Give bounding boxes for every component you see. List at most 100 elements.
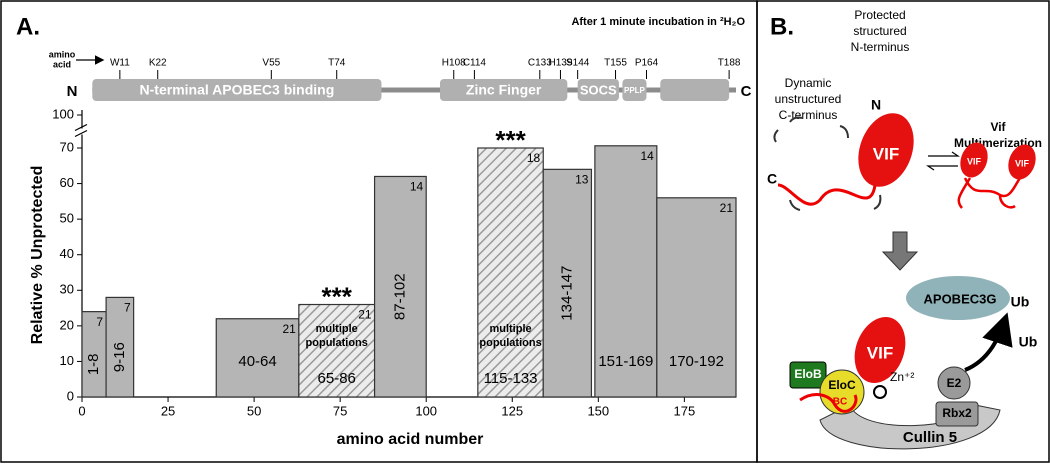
down-arrow	[881, 231, 919, 271]
residue-label: H108	[442, 58, 466, 69]
residue-label: W11	[110, 58, 130, 69]
bar-range: 151-169	[598, 353, 653, 370]
domain-label: SOCS	[580, 82, 617, 97]
chart-title: After 1 minute incubation in ²H₂O	[571, 16, 745, 28]
bar	[105, 296, 135, 398]
bar-note: populations	[306, 337, 368, 349]
eloc-label: EloC	[828, 378, 856, 392]
domain	[439, 79, 568, 101]
x-tick-label: 150	[587, 403, 609, 418]
y-tick-label: 70	[60, 139, 74, 154]
n-terminus: N	[67, 83, 78, 100]
bar-range: 87-102	[391, 273, 408, 320]
caption: N-terminus	[851, 40, 910, 54]
caption: structured	[853, 24, 906, 38]
cullin	[819, 404, 1001, 450]
caption: Dynamic	[785, 76, 832, 90]
vif-label: VIF	[867, 343, 893, 362]
bar-range: 115-133	[484, 370, 538, 387]
y-tick-label: 50	[60, 211, 74, 226]
residue-label: S144	[566, 58, 590, 69]
caption: Vif	[990, 120, 1006, 134]
bar-note: multiple	[316, 323, 358, 335]
x-tick-label: 125	[501, 403, 523, 418]
panel-label: A.	[16, 13, 40, 40]
residue-label: K22	[149, 58, 167, 69]
x-tick-label: 175	[674, 403, 696, 418]
bar-count: 13	[575, 173, 589, 187]
bar-count: 18	[527, 151, 541, 165]
bar	[215, 318, 300, 398]
axis-break-gap	[75, 128, 89, 135]
c-label: C	[767, 171, 777, 187]
eloc	[819, 369, 865, 415]
x-tick-label: 75	[333, 403, 347, 418]
domain-label: Zinc Finger	[466, 82, 542, 98]
equilibrium-arrows	[926, 151, 960, 171]
bar	[656, 197, 737, 398]
n-label: N	[871, 97, 881, 113]
bar-count: 7	[96, 315, 103, 329]
bar-count: 7	[124, 301, 131, 315]
bar-range: 9-16	[111, 342, 128, 372]
motion-marks	[773, 116, 882, 211]
bar-range: 1-8	[85, 353, 102, 375]
c-terminus	[777, 183, 877, 206]
x-tick-label: 25	[161, 403, 175, 418]
elob-label: EloB	[794, 367, 822, 381]
ub-label: Ub	[1019, 334, 1038, 350]
axis-break	[74, 129, 88, 138]
y-tick-label: 100	[52, 106, 74, 121]
ub-label: Ub	[1011, 294, 1030, 310]
y-tick-label: 10	[60, 353, 74, 368]
vif-protein	[858, 113, 914, 187]
residue-label: T155	[604, 58, 627, 69]
zn-label: Zn⁺²	[890, 370, 914, 384]
vif-label: VIF	[873, 144, 899, 163]
zinc	[873, 385, 887, 399]
ub-arrow	[964, 312, 1013, 372]
y-tick-label: 30	[60, 282, 74, 297]
x-tick-label: 100	[415, 403, 437, 418]
bar-range: 170-192	[669, 353, 724, 370]
bc-box	[799, 393, 858, 413]
bar	[373, 175, 427, 398]
caption: C-terminus	[779, 108, 838, 122]
caption: unstructured	[775, 92, 842, 106]
apobec3g	[906, 276, 1010, 320]
residue-label: H139	[548, 58, 572, 69]
multimer-tails	[957, 177, 1022, 209]
vif-protein	[854, 317, 906, 383]
x-axis-label: amino acid number	[337, 431, 484, 448]
domain-label: N-terminal APOBEC3 binding	[140, 82, 335, 98]
caption: Protected	[854, 8, 905, 22]
domain	[622, 79, 647, 101]
domain	[92, 79, 382, 101]
bar-range: 65-86	[318, 370, 356, 387]
bar-note: populations	[479, 337, 541, 349]
axis-note: amino	[49, 49, 76, 59]
bar-count: 21	[358, 308, 372, 322]
y-axis-label: Relative % Unprotected	[29, 166, 46, 345]
apobec-label: APOBEC3G	[924, 291, 997, 306]
bar-range: 40-64	[238, 353, 276, 370]
domain-label: PPLP	[624, 86, 646, 95]
panel-b: B. Protected structured N-terminus Dynam…	[767, 8, 1042, 450]
domain	[577, 79, 619, 101]
residue-label: T74	[328, 58, 346, 69]
bar	[81, 311, 107, 398]
e2	[937, 366, 971, 400]
e2-label: E2	[947, 376, 962, 390]
residue-label: V55	[262, 58, 280, 69]
bar	[542, 168, 593, 398]
significance: ***	[322, 281, 353, 311]
vif-label: VIF	[967, 156, 982, 166]
residue-label: C133	[528, 58, 552, 69]
y-tick-label: 60	[60, 175, 74, 190]
panel-b-frame	[756, 0, 1050, 463]
bar-note: multiple	[489, 323, 531, 335]
bar	[594, 145, 658, 398]
residue-label: T188	[718, 58, 741, 69]
residue-label: P164	[635, 58, 659, 69]
